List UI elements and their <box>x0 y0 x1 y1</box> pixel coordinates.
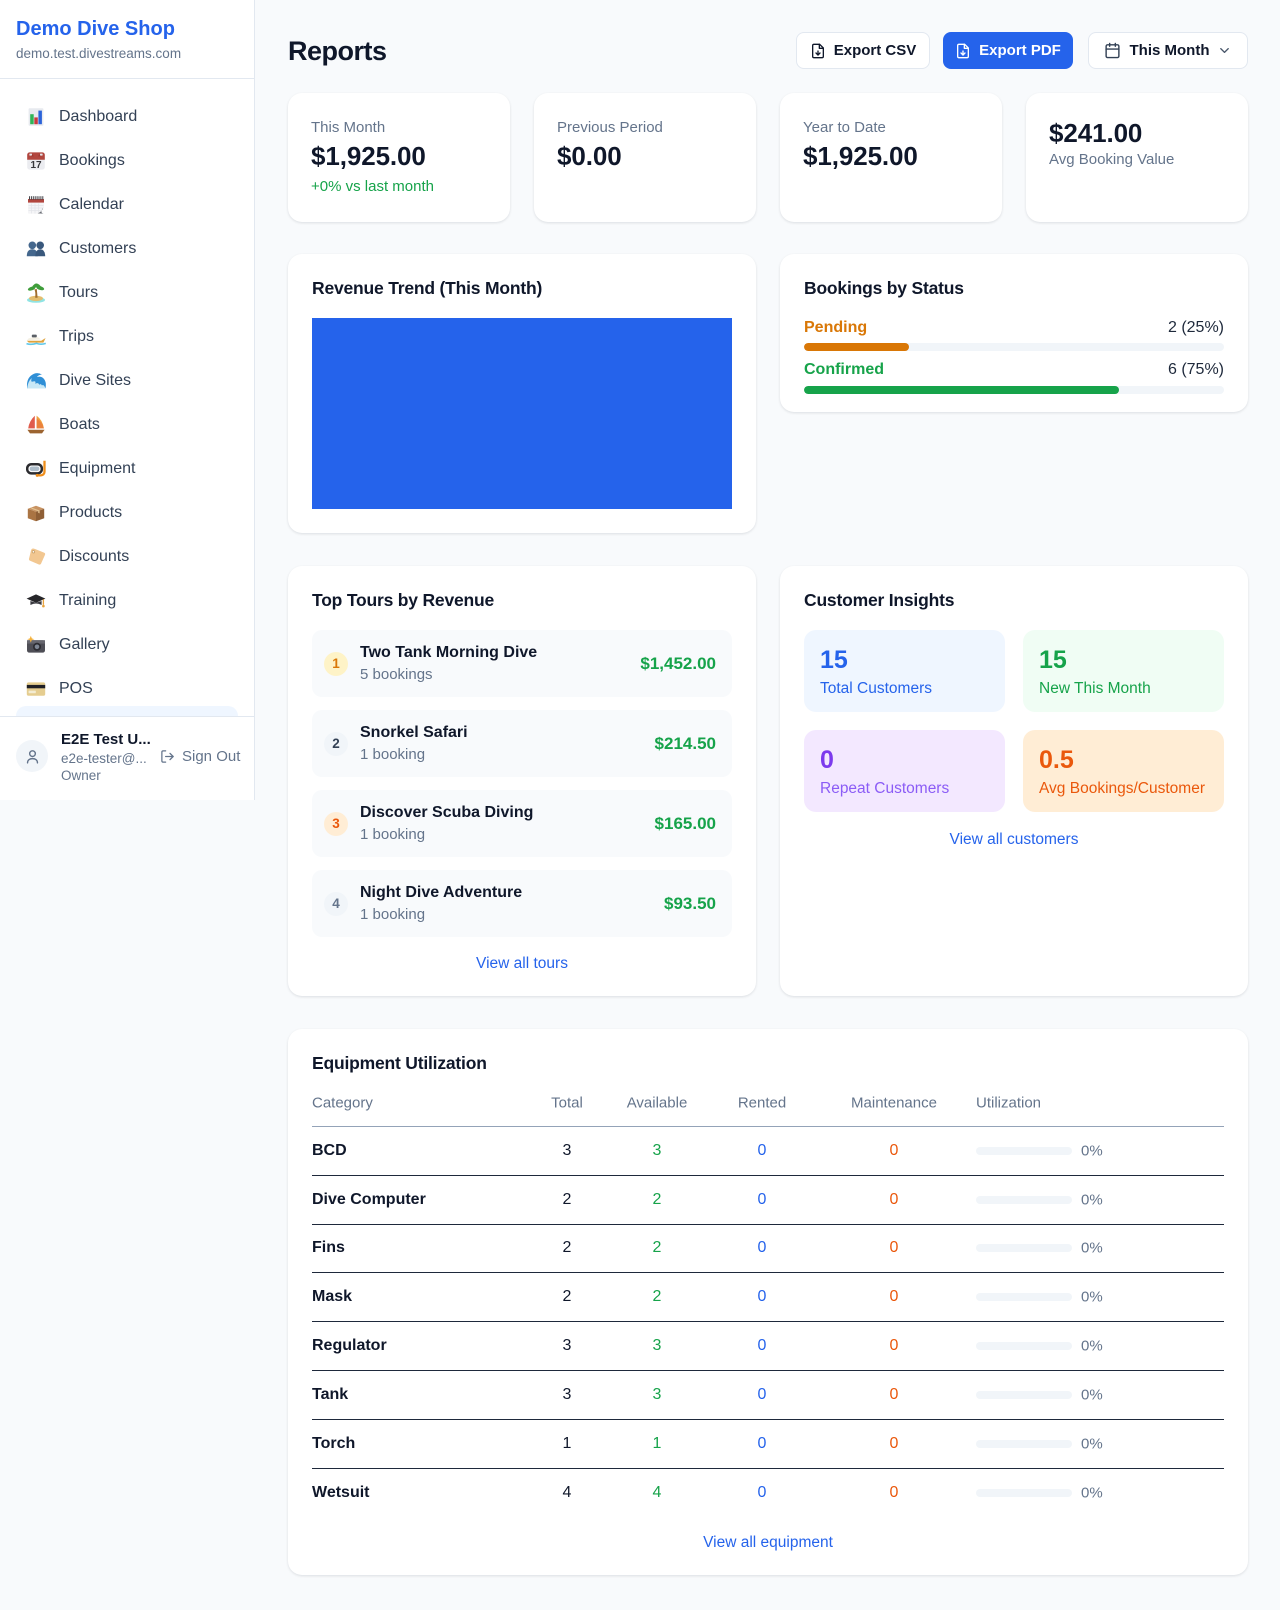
svg-text:17: 17 <box>30 160 42 171</box>
